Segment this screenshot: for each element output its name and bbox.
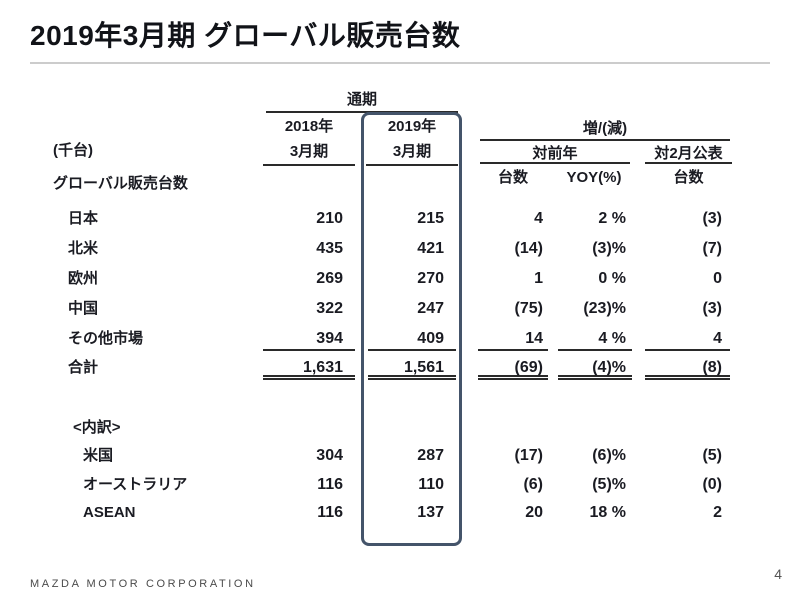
cell-units-vs-py: 4 — [534, 210, 543, 227]
row-label: 北米 — [68, 240, 99, 257]
cell-fy2018: 435 — [316, 240, 343, 257]
cell-fy2019: 287 — [417, 447, 444, 464]
cell-yoy-pct: (5)% — [592, 476, 626, 493]
cell-units-vs-feb: (3) — [702, 300, 722, 317]
cell-units-vs-feb: 4 — [645, 327, 730, 351]
cell-yoy-pct: 2 % — [598, 210, 626, 227]
cell-yoy-pct: 18 % — [589, 504, 626, 521]
table-row-north-america: 北米 435 421 (14) (3)% (7) — [0, 237, 800, 261]
cell-units-vs-py: (17) — [514, 447, 543, 464]
unit-label: (千台) — [53, 142, 93, 159]
cell-units-vs-py: 1 — [534, 270, 543, 287]
cell-fy2019: 137 — [417, 504, 444, 521]
cell-fy2018: 394 — [263, 327, 355, 351]
table-row-other-markets: その他市場 394 409 14 4 % 4 — [0, 327, 800, 351]
cell-fy2019: 421 — [417, 240, 444, 257]
col-header-fy2019-year: 2019年 — [387, 118, 437, 135]
cell-fy2019: 1,561 — [368, 356, 456, 380]
col-header-fy2019: 2019年 3月期 — [366, 114, 458, 166]
table-row-china: 中国 322 247 (75) (23)% (3) — [0, 297, 800, 321]
section-label-global-sales: グローバル販売台数 — [53, 175, 188, 192]
cell-yoy-pct: (23)% — [583, 300, 626, 317]
cell-fy2018: 304 — [316, 447, 343, 464]
cell-fy2018: 210 — [316, 210, 343, 227]
cell-fy2019: 215 — [417, 210, 444, 227]
cell-units-vs-py: (14) — [514, 240, 543, 257]
cell-units-vs-feb: (0) — [702, 476, 722, 493]
cell-fy2019: 270 — [417, 270, 444, 287]
cell-fy2018: 322 — [316, 300, 343, 317]
page-title: 2019年3月期 グローバル販売台数 — [30, 20, 461, 51]
col-header-vs-prior-year: 対前年 — [480, 143, 630, 164]
table-row-usa: 米国 304 287 (17) (6)% (5) — [0, 444, 800, 468]
cell-fy2018: 269 — [316, 270, 343, 287]
subheader-units-vs-feb: 台数 — [673, 169, 704, 186]
row-label: その他市場 — [68, 330, 144, 347]
col-group-full-year: 通期 — [266, 87, 458, 113]
cell-units-vs-feb: 0 — [713, 270, 722, 287]
cell-fy2019: 110 — [418, 476, 444, 493]
cell-units-vs-py: 20 — [525, 504, 543, 521]
page-number: 4 — [774, 566, 782, 582]
row-label: オーストラリア — [83, 476, 188, 493]
cell-units-vs-feb: (5) — [702, 447, 722, 464]
cell-units-vs-feb: 2 — [713, 504, 722, 521]
subheader-yoy-pct: YOY(%) — [566, 169, 622, 186]
table-row-total: 合計 1,631 1,561 (69) (4)% (8) — [0, 356, 800, 380]
title-divider — [30, 62, 770, 64]
row-label: 中国 — [68, 300, 99, 317]
cell-units-vs-py: (69) — [478, 356, 548, 380]
cell-yoy-pct: (3)% — [592, 240, 626, 257]
subheader-units-vs-py: 台数 — [497, 169, 528, 186]
cell-fy2018: 116 — [317, 504, 343, 521]
cell-fy2019: 409 — [368, 327, 456, 351]
cell-units-vs-py: (6) — [523, 476, 543, 493]
table-row-europe: 欧州 269 270 1 0 % 0 — [0, 267, 800, 291]
col-group-change: 増/(減) — [480, 117, 730, 141]
table-row-asean: ASEAN 116 137 20 18 % 2 — [0, 501, 800, 525]
cell-units-vs-py: 14 — [478, 327, 548, 351]
col-header-vs-feb-forecast: 対2月公表 — [645, 143, 732, 164]
cell-yoy-pct: (6)% — [592, 447, 626, 464]
cell-fy2019: 247 — [417, 300, 444, 317]
row-label: 合計 — [68, 359, 99, 376]
cell-units-vs-py: (75) — [514, 300, 543, 317]
row-label: ASEAN — [83, 504, 136, 521]
cell-units-vs-feb: (7) — [702, 240, 722, 257]
cell-yoy-pct: 0 % — [598, 270, 626, 287]
cell-units-vs-feb: (8) — [645, 356, 730, 380]
row-label: 日本 — [68, 210, 99, 227]
row-label: 米国 — [83, 447, 114, 464]
col-header-fy2018-year: 2018年 — [284, 118, 334, 135]
cell-fy2018: 116 — [317, 476, 343, 493]
col-header-fy2019-period: 3月期 — [392, 143, 432, 160]
cell-units-vs-feb: (3) — [702, 210, 722, 227]
breakdown-section-label: <内訳> — [73, 419, 121, 436]
row-label: 欧州 — [68, 270, 99, 287]
table-row-australia: オーストラリア 116 110 (6) (5)% (0) — [0, 473, 800, 497]
footer-company-name: MAZDA MOTOR CORPORATION — [30, 578, 256, 590]
cell-fy2018: 1,631 — [263, 356, 355, 380]
col-header-fy2018: 2018年 3月期 — [263, 114, 355, 166]
table-row-japan: 日本 210 215 4 2 % (3) — [0, 207, 800, 231]
col-header-fy2018-period: 3月期 — [289, 143, 329, 160]
cell-yoy-pct: 4 % — [558, 327, 632, 351]
cell-yoy-pct: (4)% — [558, 356, 632, 380]
